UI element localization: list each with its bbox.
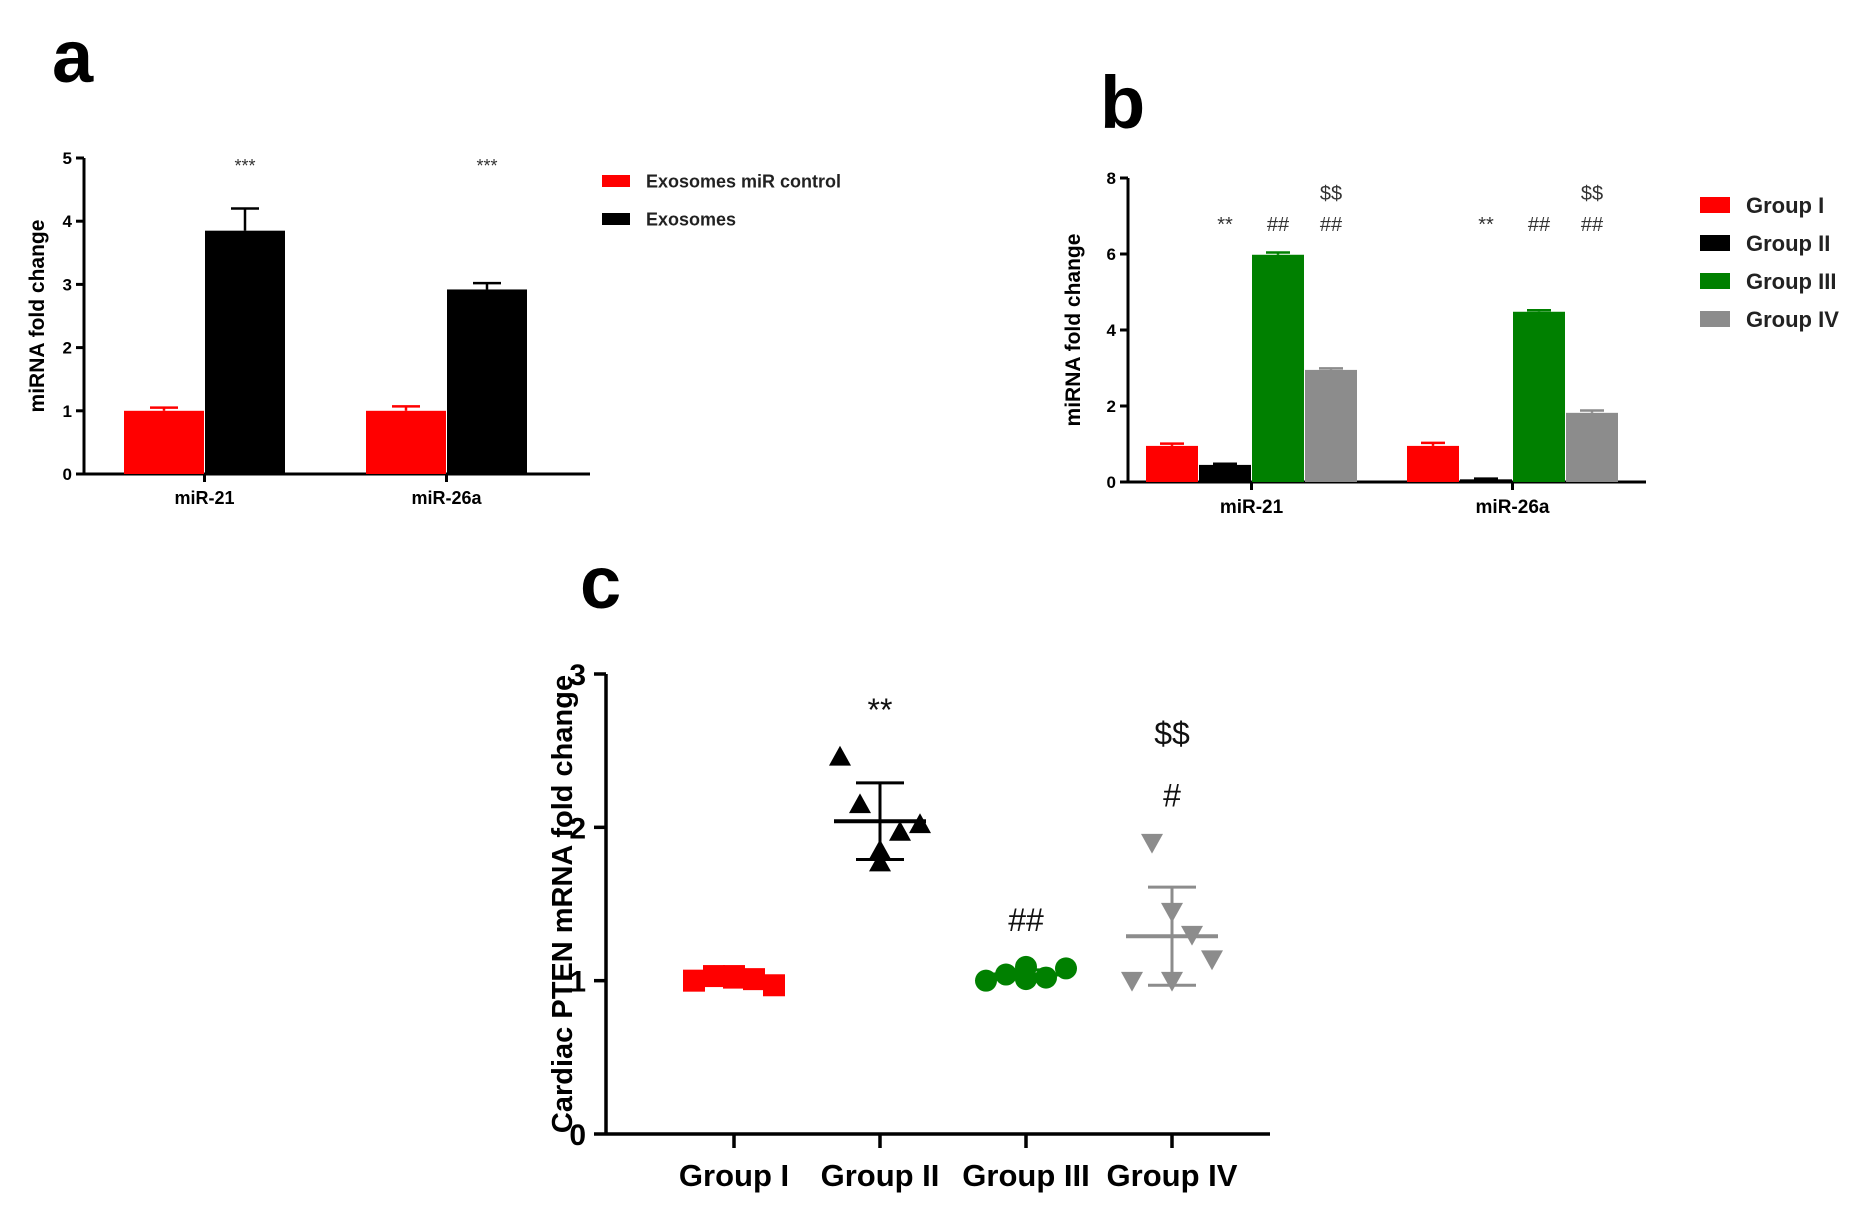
chart-b: 0 2 4 6 8 miRNA fold change miR-21 miR-26a ** ## $… [1062, 169, 1839, 518]
chart-b-y-tick-label: 4 [1107, 321, 1117, 340]
chart-a-y-tick-label: 1 [63, 402, 72, 421]
chart-b-bar [1146, 445, 1198, 482]
chart-b-y-tick-label: 2 [1107, 397, 1116, 416]
chart-b-legend-swatch [1700, 311, 1730, 327]
chart-b-bar [1305, 369, 1357, 482]
chart-b-significance-label: $$ [1581, 183, 1603, 205]
chart-a-significance-label: *** [476, 156, 497, 176]
chart-a-bar [447, 289, 527, 474]
chart-b-bar [1566, 412, 1618, 482]
chart-b-bar [1513, 311, 1565, 482]
chart-a-y-tick-label: 3 [63, 275, 72, 294]
chart-c-x-tick-label: Group IV [1107, 1158, 1238, 1193]
chart-b-significance-label: ## [1320, 214, 1343, 236]
chart-a-y-tick-label: 0 [63, 465, 72, 484]
chart-a: 0 1 2 3 4 5 miRNA fold change miR-21 miR-26a *** *… [26, 149, 841, 508]
chart-b-significance-label: ## [1267, 214, 1290, 236]
chart-b-legend-swatch [1700, 197, 1730, 213]
chart-a-y-axis-label: miRNA fold change [26, 220, 49, 413]
chart-c-data-point [1121, 971, 1143, 992]
chart-c-x-tick-label: Group II [821, 1158, 940, 1193]
chart-b-significance-label: $$ [1320, 183, 1342, 205]
chart-c-x-tick-label: Group I [679, 1158, 789, 1193]
chart-b-bar [1407, 445, 1459, 482]
chart-a-y-tick-label: 4 [63, 212, 73, 231]
chart-c-x-tick-label: Group III [962, 1158, 1089, 1193]
chart-b-significance-label: ** [1217, 214, 1233, 236]
chart-c-y-tick-label: 1 [569, 966, 586, 999]
chart-c-significance-label: $$ [1154, 716, 1190, 752]
chart-b-legend-swatch [1700, 235, 1730, 251]
chart-c-significance-label: ** [868, 692, 893, 728]
chart-c-data-point [1201, 950, 1223, 971]
chart-a-bar [366, 410, 446, 474]
chart-b-legend-swatch [1700, 273, 1730, 289]
chart-a-x-tick-label: miR-21 [174, 488, 234, 508]
chart-c-data-point [829, 745, 851, 766]
chart-b-significance-label: ## [1581, 214, 1604, 236]
chart-b-y-axis-label: miRNA fold change [1062, 234, 1085, 427]
chart-a-legend-label: Exosomes [646, 209, 736, 229]
chart-b-legend-label: Group II [1746, 231, 1830, 256]
chart-b-bar [1460, 479, 1512, 482]
chart-c-y-tick-label: 3 [569, 659, 586, 692]
chart-a-y-tick-label: 5 [63, 149, 72, 168]
chart-a-legend-swatch [602, 175, 630, 187]
chart-c-y-axis-label: Cardiac PTEN mRNA fold change [547, 675, 579, 1133]
panel-label-a: a [52, 15, 94, 98]
chart-a-legend-label: Exosomes miR control [646, 171, 841, 191]
chart-a-bar [124, 410, 204, 474]
chart-b-y-tick-label: 6 [1107, 245, 1116, 264]
chart-b-y-tick-label: 8 [1107, 169, 1116, 188]
chart-c-significance-label: # [1163, 778, 1181, 814]
chart-b-x-tick-label: miR-21 [1220, 497, 1284, 518]
chart-a-legend-swatch [602, 213, 630, 225]
chart-c-significance-label: ## [1008, 902, 1044, 938]
chart-c-data-point [849, 793, 871, 814]
chart-b-legend-label: Group I [1746, 193, 1824, 218]
chart-b-significance-label: ## [1528, 214, 1551, 236]
chart-c-data-point [889, 820, 911, 841]
chart-c-data-point [869, 851, 891, 872]
chart-b-legend-label: Group III [1746, 269, 1836, 294]
chart-a-y-tick-label: 2 [63, 339, 72, 358]
chart-b-x-tick-label: miR-26a [1476, 497, 1550, 518]
chart-a-significance-label: *** [234, 156, 255, 176]
chart-b-bar [1252, 254, 1304, 482]
chart-b-y-tick-label: 0 [1107, 473, 1116, 492]
chart-a-x-tick-label: miR-26a [411, 488, 482, 508]
chart-c-data-point [1035, 966, 1057, 989]
chart-b-significance-label: ** [1478, 214, 1494, 236]
panel-label-b: b [1100, 61, 1146, 144]
chart-c-y-tick-label: 0 [569, 1119, 586, 1152]
chart-b-legend-label: Group IV [1746, 307, 1839, 332]
chart-b-bar [1199, 464, 1251, 482]
panel-label-c: c [580, 541, 622, 624]
chart-c-y-tick-label: 2 [569, 812, 586, 845]
chart-c-data-point [1141, 833, 1163, 854]
chart-a-bar [205, 230, 285, 474]
